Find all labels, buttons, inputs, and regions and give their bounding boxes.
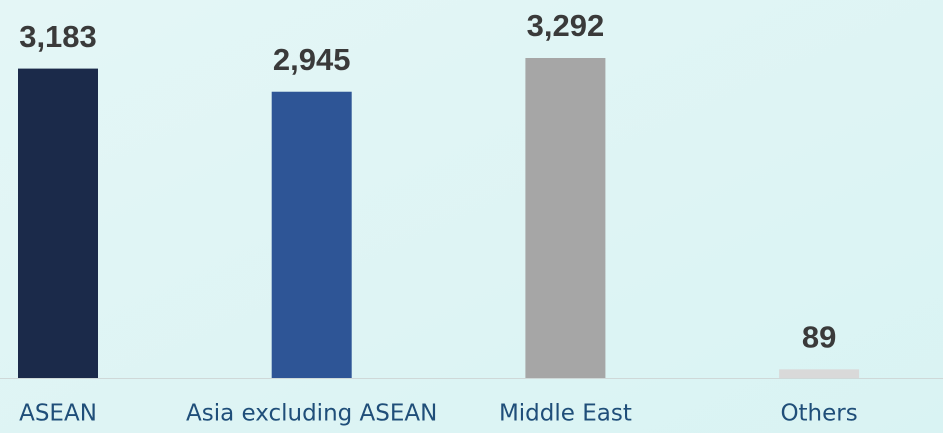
bar: [18, 68, 98, 378]
x-tick-label: Asia excluding ASEAN: [186, 401, 437, 427]
bar: [271, 91, 352, 378]
data-label: 89: [802, 320, 836, 355]
data-label: 2,945: [273, 42, 351, 77]
bar: [779, 369, 860, 378]
data-label: 3,292: [527, 8, 605, 43]
data-label: 3,183: [19, 19, 97, 54]
x-tick-label: Middle East: [499, 401, 632, 427]
x-tick-label: Others: [780, 401, 857, 427]
x-tick-label: ASEAN: [19, 401, 97, 427]
bar: [525, 58, 606, 378]
